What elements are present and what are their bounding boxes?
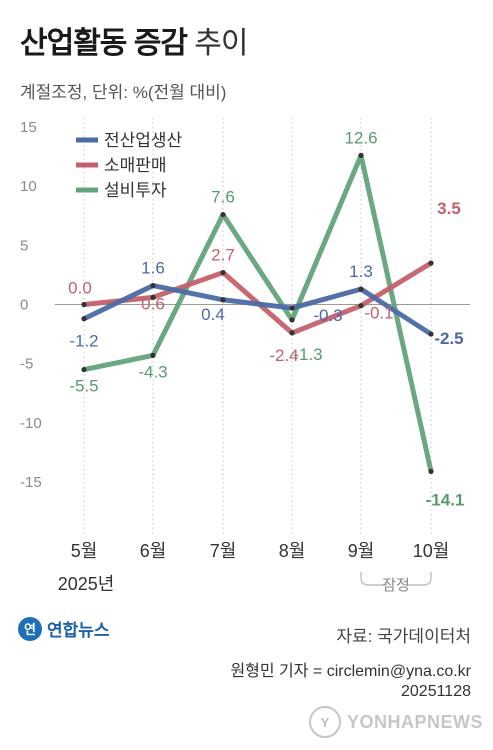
data-point — [289, 330, 295, 336]
legend-label: 설비투자 — [104, 181, 167, 200]
watermark-text: YONHAPNEWS — [346, 711, 483, 732]
data-point — [428, 260, 434, 266]
data-point — [428, 468, 434, 474]
title-normal: 추이 — [194, 27, 248, 60]
data-point — [289, 317, 295, 323]
x-tick-label: 9월 — [348, 541, 375, 561]
data-point — [289, 305, 295, 311]
data-point — [150, 352, 156, 358]
x-tick-label: 8월 — [279, 541, 306, 561]
data-point — [81, 316, 87, 322]
data-point — [220, 297, 226, 303]
data-label: -1.3 — [293, 345, 322, 364]
data-point — [428, 331, 434, 337]
credit-reporter: 원형민 기자 = circlemin@yna.co.kr — [230, 663, 471, 680]
data-point — [81, 301, 87, 308]
data-label: 7.6 — [211, 188, 235, 207]
data-point — [358, 303, 364, 309]
data-point — [150, 282, 156, 289]
series-line-0 — [81, 283, 434, 337]
x-tick-label: 5월 — [71, 541, 98, 561]
chart-subtitle: 계절조정, 단위: %(전월 대비) — [20, 83, 227, 102]
series-line-2 — [81, 152, 434, 474]
y-tick-label: 5 — [20, 237, 28, 254]
data-source: 자료: 국가데이터처 — [336, 627, 471, 646]
y-tick-label: -10 — [20, 415, 42, 432]
x-tick-label: 10월 — [413, 541, 450, 561]
data-label: 0.4 — [201, 305, 225, 324]
x-tick-label: 7월 — [210, 541, 237, 561]
title-bold: 산업활동 증감 — [20, 27, 188, 60]
logo-text: 연합뉴스 — [47, 621, 110, 640]
data-label: -1.2 — [69, 332, 98, 351]
y-tick-label: 15 — [20, 119, 37, 136]
data-label: -0.1 — [364, 304, 393, 323]
y-tick-label: -5 — [20, 356, 33, 373]
yonhap-logo: 연 연합뉴스 — [18, 616, 110, 641]
watermark: Y YONHAPNEWS — [308, 706, 483, 738]
data-label: -4.3 — [138, 362, 167, 381]
year-label: 2025년 — [58, 574, 115, 594]
watermark-logo-icon: Y — [308, 706, 341, 738]
data-label: -14.1 — [426, 490, 465, 509]
credit-date: 20251128 — [401, 683, 471, 700]
y-tick-label: 0 — [20, 297, 28, 314]
data-label: 12.6 — [344, 128, 377, 147]
data-label: 2.7 — [211, 246, 235, 265]
data-point — [358, 152, 364, 158]
data-point — [81, 366, 87, 373]
data-label: 1.3 — [349, 262, 373, 281]
data-label: 0.0 — [68, 279, 92, 298]
data-label: -2.4 — [269, 346, 298, 365]
bracket-right — [405, 572, 432, 586]
y-tick-label: -15 — [20, 474, 42, 491]
x-tick-label: 6월 — [140, 541, 167, 561]
legend-label: 소매판매 — [104, 156, 167, 175]
data-label: -2.5 — [434, 329, 463, 348]
data-label: 3.5 — [437, 199, 461, 218]
yonhap-logo-icon: 연 — [18, 616, 42, 641]
y-tick-label: 10 — [20, 178, 37, 195]
data-label: -5.5 — [69, 377, 98, 396]
data-point — [220, 211, 226, 218]
chart-title: 산업활동 증감 추이 — [20, 18, 248, 62]
bracket-left — [360, 572, 387, 586]
data-label: 1.6 — [141, 259, 165, 278]
data-point — [150, 294, 156, 300]
credit-block: 원형민 기자 = circlemin@yna.co.kr 20251128 — [230, 662, 471, 702]
data-point — [220, 269, 226, 276]
data-label: 0.6 — [141, 294, 165, 313]
data-point — [358, 286, 364, 292]
legend-label: 전산업생산 — [104, 131, 183, 150]
bracket-label: 잠정 — [382, 577, 410, 594]
data-label: -0.3 — [313, 306, 342, 325]
